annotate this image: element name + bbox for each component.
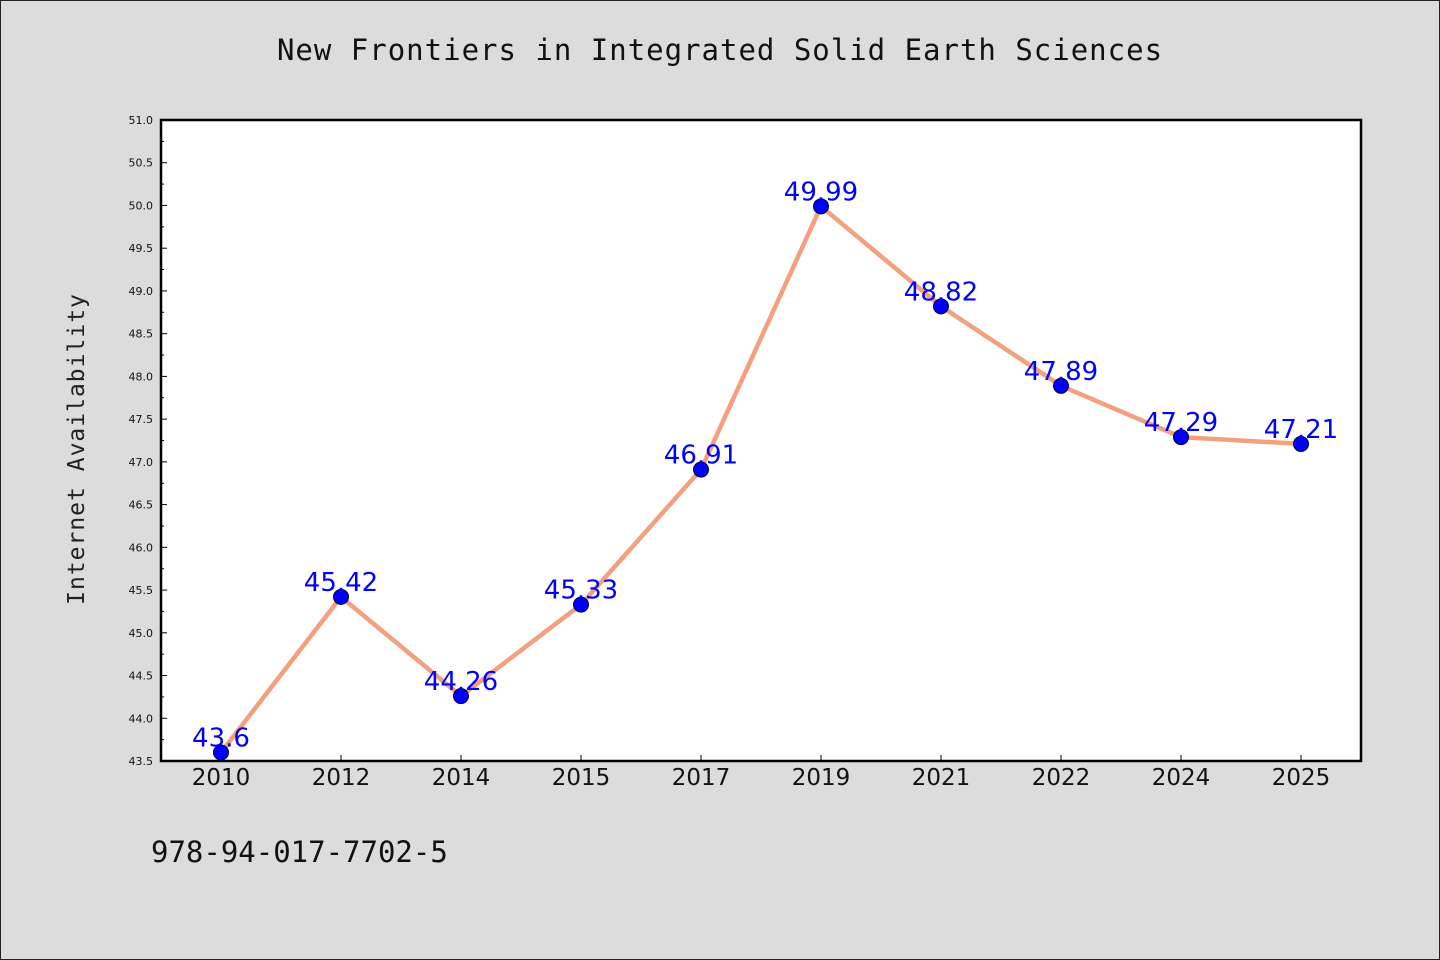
- chart-title: New Frontiers in Integrated Solid Earth …: [276, 33, 1164, 67]
- x-axis: 2010 2012 2014 2015 2017 2019 2021 2022 2024 2025: [192, 755, 1331, 791]
- data-point: [573, 596, 589, 613]
- x-tick-label: 2021: [912, 765, 971, 791]
- y-tick-label: 50.0: [129, 199, 154, 212]
- y-tick-label: 47.5: [129, 413, 154, 426]
- data-point: [453, 688, 469, 705]
- data-label: 49.99: [784, 177, 858, 207]
- data-label: 45.33: [544, 576, 618, 606]
- data-label: 44.26: [424, 667, 498, 697]
- data-label: 45.42: [304, 568, 378, 598]
- x-tick-label: 2022: [1032, 765, 1091, 791]
- y-tick-label: 49.5: [129, 242, 154, 255]
- data-label: 47.29: [1144, 408, 1218, 438]
- x-tick-label: 2014: [432, 765, 491, 791]
- y-tick-label: 51.0: [129, 114, 154, 127]
- data-point: [1053, 377, 1069, 394]
- y-tick-label: 48.5: [129, 328, 154, 341]
- data-label: 48.82: [904, 277, 978, 307]
- y-tick-label: 44.5: [129, 670, 154, 683]
- y-tick-label: 44.0: [129, 712, 154, 725]
- y-tick-label: 47.0: [129, 456, 154, 469]
- data-labels: 43.6 45.42 44.26 45.33 46.91 49.99 48.82 47.89 4…: [192, 177, 1338, 753]
- data-label: 47.89: [1024, 357, 1098, 387]
- data-point: [1173, 429, 1189, 446]
- isbn-text: 978-94-017-7702-5: [151, 835, 448, 869]
- data-label: 47.21: [1264, 415, 1338, 445]
- y-tick-label: 45.5: [129, 584, 154, 597]
- x-tick-label: 2019: [792, 765, 851, 791]
- data-point: [813, 198, 829, 215]
- y-tick-label: 49.0: [129, 285, 154, 298]
- data-point: [1293, 435, 1309, 452]
- x-tick-label: 2017: [672, 765, 731, 791]
- x-tick-label: 2010: [192, 765, 251, 791]
- series-layer: [213, 198, 1309, 761]
- y-tick-label: 46.5: [129, 499, 154, 512]
- y-tick-label: 46.0: [129, 541, 154, 554]
- x-tick-label: 2024: [1152, 765, 1211, 791]
- data-label: 46.91: [664, 441, 738, 471]
- x-tick-label: 2012: [312, 765, 371, 791]
- plot-frame: [159, 118, 1363, 763]
- data-point: [693, 461, 709, 478]
- x-tick-label: 2025: [1272, 765, 1331, 791]
- y-tick-label: 43.5: [129, 755, 154, 768]
- y-axis: 43.5 44.0 44.5 45.0 45.5 46.0 46.5 47.0 47.5 48.0…: [129, 114, 167, 768]
- series-line: [218, 204, 1304, 755]
- plot-area: [161, 120, 1361, 761]
- data-point: [933, 298, 949, 315]
- y-tick-label: 45.0: [129, 627, 154, 640]
- y-tick-label: 50.5: [129, 157, 154, 170]
- y-tick-label: 48.0: [129, 370, 154, 383]
- data-label: 43.6: [192, 723, 250, 753]
- x-tick-label: 2015: [552, 765, 611, 791]
- data-point: [333, 588, 349, 605]
